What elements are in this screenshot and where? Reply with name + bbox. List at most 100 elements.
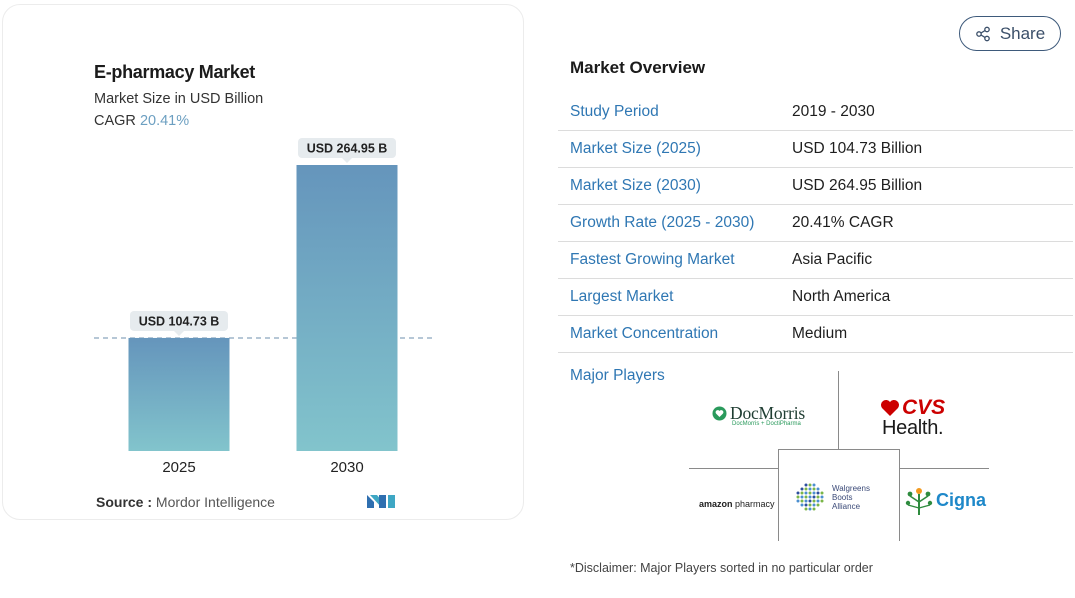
- overview-title: Market Overview: [570, 58, 706, 77]
- cvs-health-logo[interactable]: CVS Health.: [880, 397, 960, 438]
- bar-2025: [128, 337, 230, 451]
- wba-dot: [804, 491, 808, 495]
- wba-dot: [816, 495, 820, 499]
- cigna-name: Cigna: [936, 489, 987, 510]
- row-key[interactable]: Market Size (2025): [570, 140, 701, 157]
- wba-dot: [804, 499, 808, 503]
- overview-row: Market Size (2030) USD 264.95 Billion: [558, 168, 1073, 205]
- chart-subtitle: Market Size in USD Billion: [94, 91, 264, 107]
- value-label-bg: [130, 310, 228, 331]
- wba-line3: Alliance: [832, 501, 861, 511]
- wba-mark-icon: [796, 483, 824, 511]
- docmorris-sub: DocMorris + DoctiPharma: [732, 421, 801, 427]
- wba-dot: [796, 499, 800, 503]
- row-value: 2019 - 2030: [792, 103, 875, 120]
- row-value: Asia Pacific: [792, 251, 873, 268]
- major-players-label[interactable]: Major Players: [570, 367, 665, 384]
- source-label: Source :: [96, 494, 153, 510]
- wba-dot: [808, 503, 812, 507]
- wba-dot: [800, 495, 804, 499]
- wba-logo[interactable]: Walgreens Boots Alliance: [793, 480, 870, 514]
- value-label-pointer: [342, 158, 352, 163]
- cagr-value: 20.41%: [139, 113, 190, 129]
- category-label: 2025: [162, 459, 195, 476]
- wba-dot: [812, 487, 816, 491]
- value-label-pointer: [174, 330, 184, 336]
- wba-dot: [812, 503, 816, 507]
- cvs-top-text: CVS: [902, 396, 946, 419]
- row-value: USD 264.95 Billion: [792, 177, 923, 194]
- value-label: USD 264.95 B: [307, 142, 388, 156]
- share-icon: [975, 26, 990, 41]
- wba-dot: [812, 507, 816, 511]
- category-label: 2030: [330, 459, 363, 476]
- bar-chart: USD 104.73 B 2025 USD 264.95 B 2030: [94, 138, 436, 476]
- share-button[interactable]: Share: [959, 16, 1061, 51]
- bar-2030: [296, 165, 398, 451]
- cvs-bottom-text: Health.: [882, 417, 944, 439]
- wba-dot: [812, 483, 816, 487]
- source-value: Mordor Intelligence: [155, 494, 275, 510]
- wba-dot: [808, 491, 812, 495]
- overview-row: Fastest Growing Market Asia Pacific: [558, 242, 1073, 279]
- wba-dot: [804, 507, 808, 511]
- chart-card: [2, 4, 524, 520]
- row-key[interactable]: Study Period: [570, 103, 659, 120]
- row-key[interactable]: Growth Rate (2025 - 2030): [570, 214, 755, 231]
- disclaimer: *Disclaimer: Major Players sorted in no …: [570, 561, 873, 575]
- wba-dot: [804, 487, 808, 491]
- overview-row: Market Size (2025) USD 104.73 Billion: [558, 131, 1073, 168]
- cigna-logo[interactable]: Cigna: [904, 484, 986, 516]
- wba-dot: [796, 491, 800, 495]
- row-key[interactable]: Largest Market: [570, 288, 674, 305]
- value-label-bg: [298, 138, 396, 158]
- wba-dot: [804, 495, 808, 499]
- wba-dot: [808, 483, 812, 487]
- wba-dot: [820, 491, 824, 495]
- row-key[interactable]: Market Size (2030): [570, 177, 701, 194]
- wba-dot: [816, 499, 820, 503]
- wba-dot: [800, 499, 804, 503]
- overview-row: Study Period 2019 - 2030: [558, 94, 1073, 131]
- cigna-tree-icon: [905, 488, 933, 515]
- overview-row: Growth Rate (2025 - 2030) 20.41% CAGR: [558, 205, 1073, 242]
- cagr-line: CAGR 20.41%: [94, 113, 189, 129]
- amazon-pharmacy-logo[interactable]: amazon pharmacy: [699, 499, 775, 509]
- wba-dot: [804, 503, 808, 507]
- overview-table: Study Period 2019 - 2030 Market Size (202…: [558, 94, 1073, 353]
- row-value: North America: [792, 288, 891, 305]
- wba-dot: [812, 499, 816, 503]
- wba-dot: [808, 487, 812, 491]
- row-value: Medium: [792, 325, 848, 342]
- wba-dot: [820, 499, 824, 503]
- row-key[interactable]: Market Concentration: [570, 325, 719, 342]
- source: Source : Mordor Intelligence: [96, 494, 275, 510]
- docmorris-heart-icon: [712, 406, 727, 421]
- row-value: 20.41% CAGR: [792, 214, 894, 231]
- wba-line1: Walgreens: [832, 483, 870, 493]
- overview-row: Largest Market North America: [558, 279, 1073, 316]
- cvs-heart-icon: [881, 399, 899, 416]
- wba-dot: [816, 487, 820, 491]
- wba-dot: [816, 503, 820, 507]
- wba-dot: [812, 491, 816, 495]
- mordor-logo-icon: [367, 495, 395, 508]
- share-label: Share: [999, 23, 1046, 43]
- wba-dot: [804, 483, 808, 487]
- wba-dot: [800, 487, 804, 491]
- wba-dot: [800, 491, 804, 495]
- row-key[interactable]: Fastest Growing Market: [570, 251, 735, 268]
- wba-dot: [796, 495, 800, 499]
- wba-dot: [808, 507, 812, 511]
- cagr-label: CAGR: [94, 113, 136, 129]
- docmorris-logo[interactable]: DocMorris DocMorris + DoctiPharma: [712, 403, 805, 427]
- docmorris-name: DocMorris: [730, 403, 805, 423]
- wba-dot: [816, 491, 820, 495]
- row-value: USD 104.73 Billion: [792, 140, 923, 157]
- wba-dot: [820, 495, 824, 499]
- wba-logo-box: [778, 449, 900, 541]
- amazon-brand: amazon: [699, 499, 733, 509]
- chart-title: E-pharmacy Market: [94, 62, 255, 82]
- overview-row: Market Concentration Medium: [558, 316, 1073, 353]
- wba-dot: [812, 495, 816, 499]
